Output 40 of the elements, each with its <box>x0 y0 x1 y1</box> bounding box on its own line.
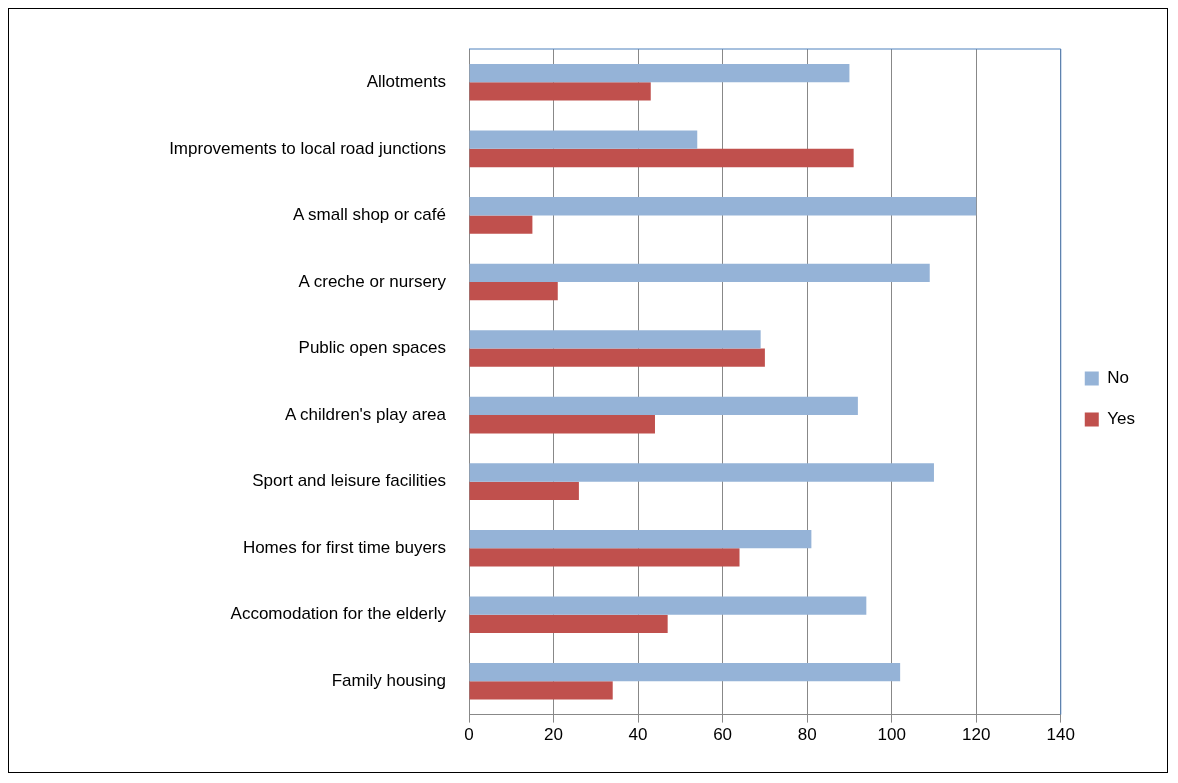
bar <box>469 197 977 216</box>
x-tick-label: 60 <box>713 725 733 745</box>
bar <box>469 614 668 634</box>
bar <box>469 481 579 500</box>
x-tick-label: 0 <box>464 725 474 745</box>
y-tick-label: Homes for first time buyers <box>242 537 446 557</box>
bar <box>469 263 930 282</box>
bar <box>469 529 812 549</box>
bar <box>469 281 558 301</box>
y-tick-label: A creche or nursery <box>298 271 447 291</box>
y-tick-label: Improvements to local road junctions <box>169 138 446 158</box>
bar <box>469 82 651 101</box>
x-tick-label: 40 <box>628 725 648 745</box>
x-tick-label: 100 <box>877 725 906 745</box>
bar <box>469 148 854 168</box>
y-tick-label: Sport and leisure facilities <box>252 471 446 491</box>
x-tick-label: 140 <box>1046 725 1075 745</box>
y-tick-label: A children's play area <box>284 404 447 424</box>
x-tick-label: 20 <box>544 725 563 745</box>
x-tick-label: 80 <box>797 725 817 745</box>
bar <box>469 663 901 682</box>
x-tick-label: 120 <box>962 725 991 745</box>
y-tick-label: Family housing <box>331 671 446 691</box>
y-tick-label: Public open spaces <box>298 338 446 358</box>
y-tick-label: A small shop or café <box>292 205 446 225</box>
bar <box>469 463 934 482</box>
bar <box>469 215 533 234</box>
legend-label: Yes <box>1107 409 1135 429</box>
legend-label: No <box>1107 368 1129 388</box>
bar <box>469 415 655 434</box>
bar <box>469 330 761 349</box>
bar <box>469 396 858 416</box>
bar <box>469 348 765 367</box>
bar <box>469 130 698 149</box>
bar <box>469 548 740 567</box>
y-tick-label: Allotments <box>366 71 446 91</box>
bar <box>469 681 613 700</box>
bar <box>469 596 867 615</box>
y-tick-label: Accomodation for the elderly <box>230 604 447 624</box>
bar <box>469 63 850 83</box>
